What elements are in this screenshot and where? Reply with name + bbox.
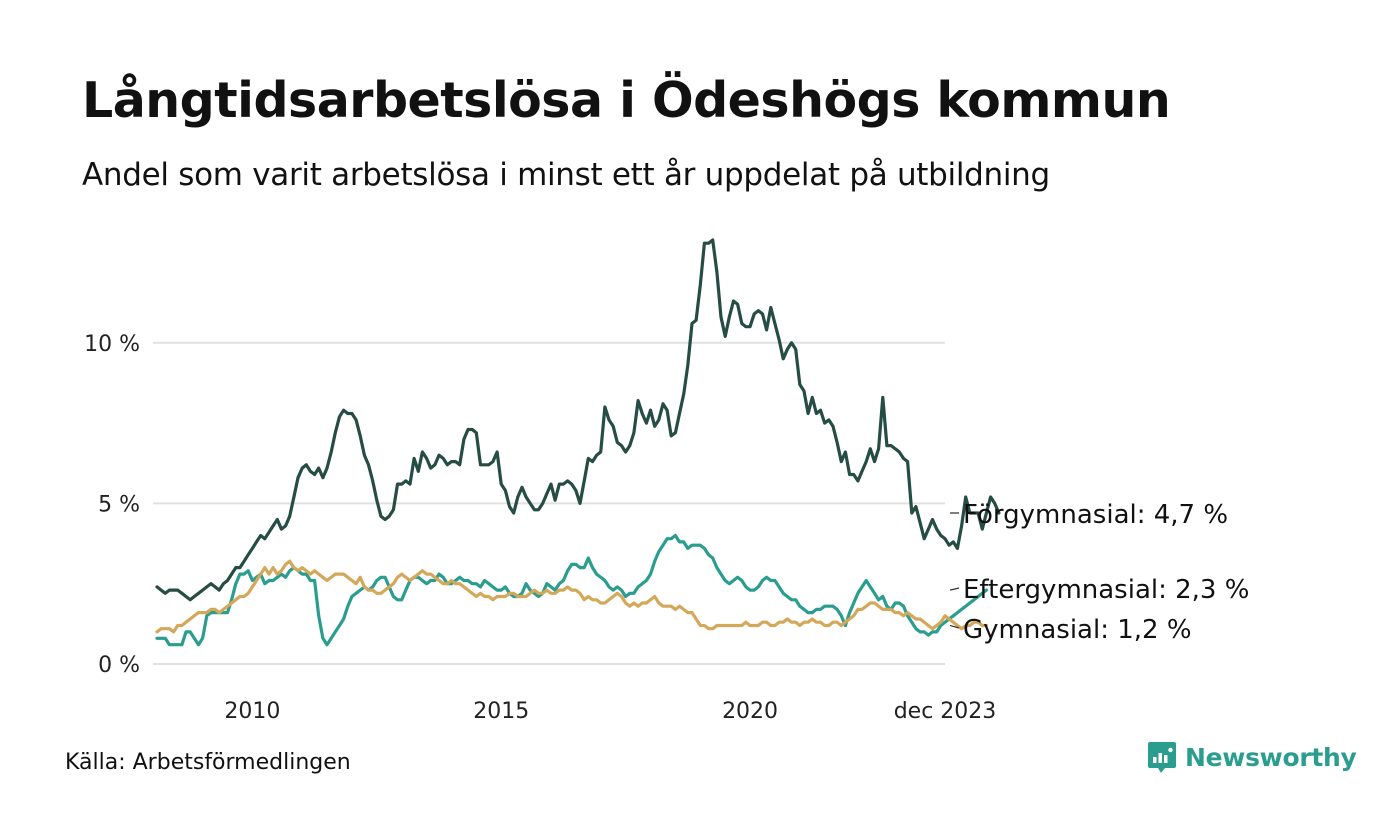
x-tick-label: 2015 <box>473 699 529 724</box>
x-tick-label: dec 2023 <box>894 699 997 724</box>
series-lines <box>155 238 1001 647</box>
series-end-label: Gymnasial: 1,2 % <box>963 615 1192 645</box>
newsworthy-logo-icon <box>1148 742 1176 773</box>
brand-name: Newsworthy <box>1185 742 1357 772</box>
x-tick-label: 2010 <box>224 699 280 724</box>
series-end-label: Eftergymnasial: 2,3 % <box>963 575 1249 605</box>
chart-subtitle: Andel som varit arbetslösa i minst ett å… <box>82 157 1050 193</box>
series-labels: Förgymnasial: 4,7 % Eftergymnasial: 2,3 %… <box>949 500 1249 645</box>
series-end-label: Förgymnasial: 4,7 % <box>963 500 1228 530</box>
grid-lines <box>153 341 945 665</box>
series-line-gymnasial <box>155 559 989 634</box>
y-axis-ticks: 0 % 5 % 10 % <box>84 332 140 678</box>
label-connector <box>949 587 960 591</box>
chart-title: Långtidsarbetslösa i Ödeshögs kommun <box>82 72 1171 129</box>
x-axis-ticks: 2010 2015 2020 dec 2023 <box>224 699 996 724</box>
y-tick-label: 5 % <box>98 492 140 517</box>
y-tick-label: 10 % <box>84 332 140 357</box>
series-line-förgymnasial <box>155 238 1001 602</box>
y-tick-label: 0 % <box>98 653 140 678</box>
brand-logo: Newsworthy <box>1147 740 1357 774</box>
source-note: Källa: Arbetsförmedlingen <box>65 750 351 775</box>
x-tick-label: 2020 <box>722 699 778 724</box>
label-connector <box>949 624 960 629</box>
